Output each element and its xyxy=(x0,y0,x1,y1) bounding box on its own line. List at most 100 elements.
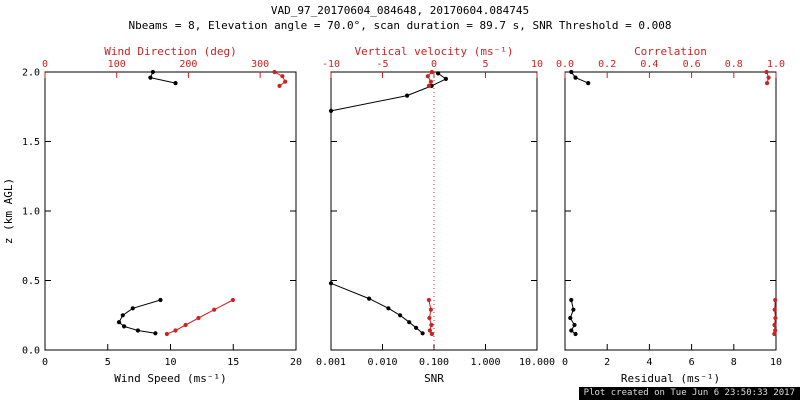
snr-point xyxy=(414,325,419,330)
x-top-tick-label: 100 xyxy=(108,59,126,70)
wind-direction-point xyxy=(283,79,288,84)
plot-subtitle: Nbeams = 8, Elevation angle = 70.0°, sca… xyxy=(128,19,672,32)
y-tick-label: 0.0 xyxy=(22,346,40,357)
x-tick-label: 10 xyxy=(164,357,176,368)
residual-point xyxy=(568,315,573,321)
vertical-velocity-point xyxy=(428,307,433,312)
x-axis-label-bottom-wind: Wind Speed (ms⁻¹) xyxy=(114,372,227,385)
wind-direction-point xyxy=(277,83,282,88)
residual-point xyxy=(573,75,578,80)
residual-point xyxy=(569,297,574,303)
plot-frame xyxy=(564,71,777,351)
wind-speed-point xyxy=(120,313,125,318)
wind-direction-point xyxy=(196,315,201,321)
correlation-point xyxy=(773,297,778,303)
x-top-tick-label: 5 xyxy=(482,59,488,70)
snr-point xyxy=(443,76,448,81)
x-axis-label-top-residual: Correlation xyxy=(634,45,707,58)
snr-point xyxy=(420,331,425,336)
x-top-tick-label: -5 xyxy=(376,59,388,70)
x-axis-label-top-wind: Wind Direction (deg) xyxy=(104,45,236,58)
series-residual xyxy=(568,69,591,337)
snr-line xyxy=(330,282,423,334)
wind-direction-point xyxy=(230,297,235,303)
creation-timestamp: Plot created on Tue Jun 6 23:50:33 2017 xyxy=(578,387,800,400)
x-tick-label: 2 xyxy=(604,357,610,368)
x-tick-label: 15 xyxy=(227,357,239,368)
x-top-tick-label: 300 xyxy=(251,59,269,70)
series-wind-direction xyxy=(164,69,288,337)
snr-point xyxy=(407,320,412,325)
vertical-velocity-point xyxy=(428,79,433,84)
x-tick-label: 5 xyxy=(105,357,111,368)
wind-direction-point xyxy=(212,307,217,312)
x-tick-label: 1.000 xyxy=(470,357,500,368)
correlation-point xyxy=(764,69,769,75)
snr-point xyxy=(386,306,391,311)
snr-point xyxy=(405,93,410,98)
vertical-velocity-point xyxy=(429,69,434,75)
x-top-tick-label: 10 xyxy=(531,59,543,70)
x-axis-label-top-snr: Vertical velocity (ms⁻¹) xyxy=(355,45,514,58)
wind-speed-point xyxy=(122,324,127,329)
correlation-point xyxy=(766,75,771,80)
residual-point xyxy=(569,69,574,75)
x-axis-label-bottom-snr: SNR xyxy=(424,372,444,385)
x-tick-label: 0 xyxy=(42,357,48,368)
x-tick-label: 0.100 xyxy=(419,357,449,368)
x-top-tick-label: -10 xyxy=(322,59,340,70)
x-tick-label: 0 xyxy=(562,357,568,368)
series-snr xyxy=(328,71,448,336)
snr-point xyxy=(436,71,441,76)
correlation-point xyxy=(772,322,777,328)
wind-speed-point xyxy=(130,306,135,311)
vertical-velocity-point xyxy=(427,315,432,321)
x-tick-label: 6 xyxy=(689,357,695,368)
correlation-point xyxy=(773,328,778,333)
x-tick-label: 20 xyxy=(290,357,302,368)
residual-point xyxy=(573,331,578,337)
wind-speed-point xyxy=(153,331,158,336)
wind-speed-point xyxy=(173,81,178,86)
x-tick-label: 8 xyxy=(731,357,737,368)
x-tick-label: 4 xyxy=(646,357,652,368)
residual-point xyxy=(569,328,574,333)
residual-point xyxy=(571,307,576,312)
wind-direction-point xyxy=(183,322,188,328)
wind-speed-point xyxy=(116,320,122,325)
snr-line xyxy=(330,72,447,112)
wind-speed-point xyxy=(135,328,140,333)
y-tick-label: 2.0 xyxy=(22,68,40,79)
vertical-velocity-point xyxy=(429,322,434,328)
x-tick-label: 0.010 xyxy=(367,357,397,368)
x-axis-label-bottom-residual: Residual (ms⁻¹) xyxy=(621,372,720,385)
snr-point xyxy=(328,108,334,113)
x-top-tick-label: 0 xyxy=(42,59,48,70)
wind-direction-point xyxy=(164,331,169,337)
wind-speed-point xyxy=(150,69,155,75)
y-axis-label: z (km AGL) xyxy=(2,178,15,244)
x-tick-label: 0.001 xyxy=(316,357,346,368)
x-top-tick-label: 0.6 xyxy=(683,59,701,70)
wind-direction-point xyxy=(280,74,285,79)
series-wind-speed xyxy=(116,69,178,336)
vertical-velocity-point xyxy=(427,328,432,333)
residual-point xyxy=(586,81,591,86)
wind-direction-point xyxy=(173,328,178,333)
y-tick-label: 0.5 xyxy=(22,276,40,287)
series-vertical-velocity xyxy=(425,69,434,337)
plot-frame xyxy=(44,71,297,351)
x-top-tick-label: 0.0 xyxy=(556,59,574,70)
x-tick-label: 10.000 xyxy=(519,357,555,368)
x-top-tick-label: 0.8 xyxy=(725,59,743,70)
snr-point xyxy=(367,296,372,301)
wind-direction-line xyxy=(274,71,286,87)
x-top-tick-label: 0.4 xyxy=(640,59,658,70)
correlation-point xyxy=(772,307,777,312)
x-top-tick-label: 0.2 xyxy=(598,59,616,70)
correlation-point xyxy=(773,315,778,321)
x-top-tick-label: 1.0 xyxy=(767,59,785,70)
residual-point xyxy=(572,322,577,328)
